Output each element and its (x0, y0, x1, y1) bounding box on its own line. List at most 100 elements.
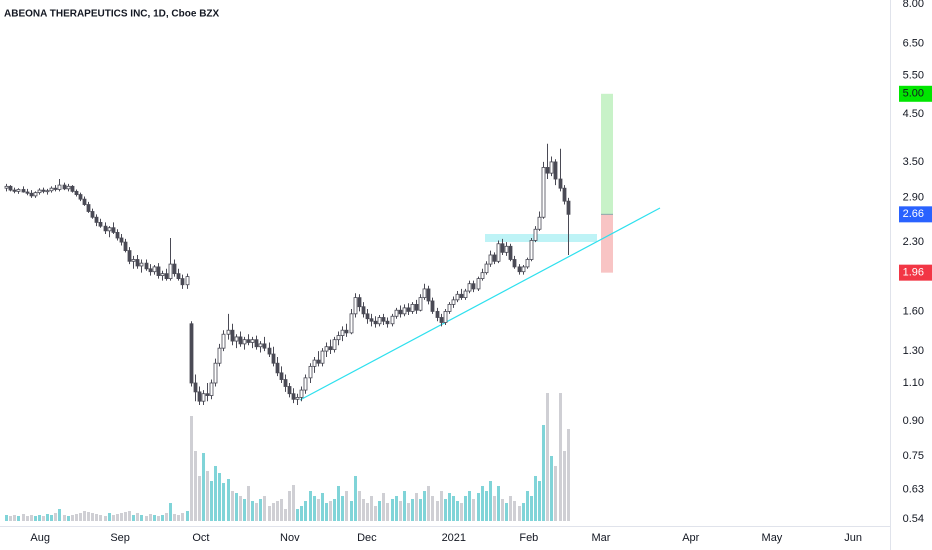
y-tick-label: 3.50 (903, 156, 924, 168)
candle-body (328, 346, 333, 351)
volume-bar (419, 499, 422, 521)
volume-bar (382, 493, 385, 521)
volume-bar (218, 473, 221, 521)
candle-body (94, 216, 99, 223)
volume-bar (58, 509, 61, 521)
candle-body (381, 317, 386, 322)
candle-body (209, 382, 214, 396)
volume-bar (190, 416, 193, 521)
volume-bar (436, 501, 439, 521)
y-tick-label: 8.00 (903, 0, 924, 10)
price-label: 1.96 (903, 267, 924, 279)
volume-bar (71, 515, 74, 521)
volume-bar (440, 491, 443, 521)
volume-bar (559, 393, 562, 521)
volume-bar (91, 513, 94, 521)
candle-body (353, 297, 358, 315)
volume-bar (206, 471, 209, 521)
candle-body (213, 362, 218, 384)
volume-bar (243, 499, 246, 521)
volume-bar (194, 451, 197, 521)
candle-body (176, 273, 181, 280)
candle-body (517, 266, 522, 273)
volume-bar (50, 515, 53, 521)
volume-bar (9, 516, 12, 521)
candle-body (435, 311, 440, 318)
candle-body (221, 333, 226, 349)
volume-bar (407, 503, 410, 521)
candle-body (74, 190, 79, 195)
volume-bar (489, 481, 492, 521)
candle-body (131, 259, 136, 262)
volume-bar (546, 393, 549, 521)
candle-body (160, 273, 165, 277)
candle-body (566, 200, 571, 215)
candle-body (562, 187, 567, 202)
candle-body (467, 283, 472, 292)
volume-bar (173, 514, 176, 521)
candle-body (418, 297, 423, 311)
x-tick-label: Feb (519, 532, 538, 544)
volume-bar (321, 493, 324, 521)
volume-bar (341, 496, 344, 521)
volume-bar (42, 516, 45, 521)
candle-body (390, 315, 395, 325)
volume-bar (452, 496, 455, 521)
y-tick-label: 1.10 (903, 377, 924, 389)
volume-bar (415, 493, 418, 521)
volume-bar (268, 506, 271, 521)
volume-bar (95, 514, 98, 521)
volume-bar (542, 425, 545, 521)
candle-body (107, 227, 112, 232)
candle-body (201, 393, 206, 402)
volume-layer (5, 393, 570, 521)
candle-body (451, 299, 456, 305)
volume-bar (227, 479, 230, 521)
candle-body (41, 189, 46, 192)
y-tick-label: 2.30 (903, 236, 924, 248)
x-tick-label: Mar (592, 532, 611, 544)
candle-body (148, 268, 153, 273)
volume-bar (17, 516, 20, 521)
candle-body (144, 262, 149, 270)
candle-body (25, 191, 30, 194)
trend-line (299, 207, 661, 401)
candle-body (414, 303, 419, 311)
candle-body (287, 386, 292, 395)
volume-bar (30, 515, 33, 521)
candle-body (308, 365, 313, 379)
volume-bar (423, 491, 426, 521)
volume-bar (563, 451, 566, 521)
volume-bar (177, 515, 180, 521)
candle-body (226, 329, 231, 335)
y-tick-label: 0.75 (903, 450, 924, 462)
volume-bar (214, 466, 217, 521)
candle-body (156, 266, 161, 277)
volume-bar (87, 512, 90, 521)
volume-bar (350, 501, 353, 521)
candle-body (295, 397, 300, 400)
volume-bar (485, 491, 488, 521)
volume-bar (5, 515, 8, 521)
candle-body (525, 259, 530, 268)
volume-bar (345, 491, 348, 521)
volume-bar (464, 496, 467, 521)
candle-body (164, 273, 169, 280)
volume-bar (124, 512, 127, 521)
candle-body (558, 178, 563, 189)
axes: 8.00 6.50 5.50 4.50 3.50 2.90 2.30 1.60 1.30 1.10… (30, 0, 932, 544)
candle-body (254, 339, 259, 348)
candle-body (8, 185, 13, 191)
volume-bar (538, 481, 541, 521)
candle-body (271, 353, 276, 364)
volume-bar (67, 516, 70, 521)
y-tick-label: 1.30 (903, 345, 924, 357)
candle-body (344, 329, 349, 334)
candle-body (320, 350, 325, 364)
candle-body (98, 221, 103, 227)
volume-bar (112, 515, 115, 521)
candle-body (496, 243, 501, 262)
volume-bar (75, 514, 78, 521)
candle-body (127, 250, 132, 262)
volume-bar (161, 515, 164, 521)
